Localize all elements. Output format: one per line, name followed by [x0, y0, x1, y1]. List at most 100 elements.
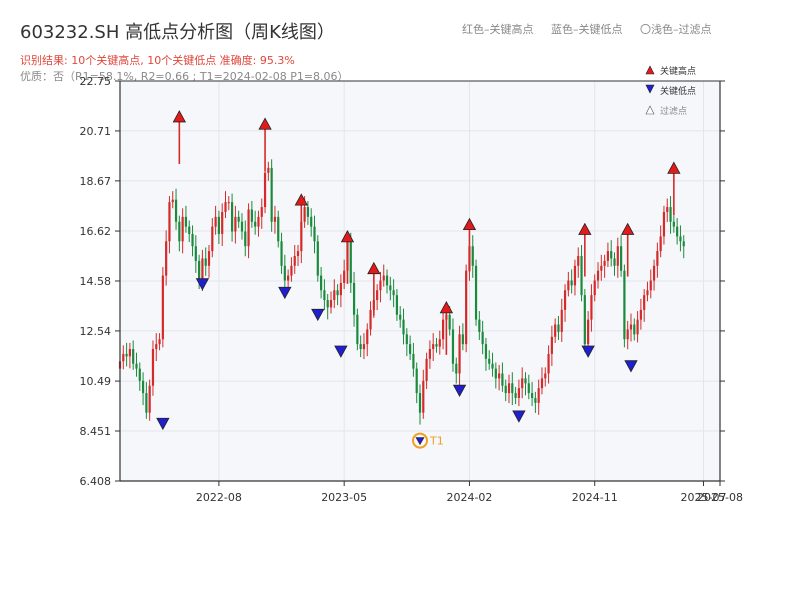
candle-body [646, 290, 649, 296]
candle-body [521, 378, 524, 389]
candle-body [458, 334, 461, 374]
candle-body [250, 209, 253, 222]
candle-body [333, 290, 336, 301]
candle-body [554, 324, 557, 337]
key-high-marker [340, 230, 355, 243]
key-low-marker [334, 345, 348, 358]
candle-body [230, 202, 234, 232]
candle-body [310, 216, 313, 227]
candle-body [524, 378, 527, 384]
candle-body [376, 290, 379, 301]
candle-body [441, 319, 445, 340]
candle-body [382, 275, 385, 281]
candle-body [550, 336, 553, 354]
candle-body [577, 256, 580, 266]
candle-body [682, 241, 685, 247]
key-high-marker [294, 193, 308, 206]
candle-body [583, 295, 586, 345]
candle-body [679, 236, 682, 242]
candle-body [409, 344, 412, 354]
candle-body [296, 251, 300, 257]
candle-body [676, 226, 679, 237]
candle-body [323, 290, 326, 301]
legend-filtered-label: 过滤点 [660, 105, 687, 117]
candle-body [240, 221, 244, 232]
candle-body [293, 256, 296, 266]
candle-body [471, 246, 474, 266]
candle-body [389, 285, 392, 291]
key-high-marker [667, 161, 681, 174]
candle-body [652, 265, 656, 281]
legend-low-label: 关键低点 [660, 85, 696, 97]
candle-body [412, 353, 415, 369]
candle-body [557, 324, 560, 332]
candle-body [590, 295, 593, 320]
key-high-marker [621, 222, 635, 235]
candle-body [352, 282, 356, 315]
candle-body [392, 290, 395, 296]
candle-body [672, 221, 675, 227]
candle-body [484, 344, 488, 359]
candle-body [319, 275, 323, 291]
candle-body [385, 275, 389, 286]
candle-body [155, 344, 158, 350]
legend-filtered-icon [645, 105, 655, 115]
candle-body [339, 282, 342, 296]
t1-label: T1 [429, 435, 444, 448]
color-legend: 红色–关键高点 蓝色–关键低点 〇浅色–过滤点 [462, 21, 726, 37]
key-high-marker [578, 222, 592, 235]
candle-body [234, 216, 237, 232]
candle-body [580, 256, 583, 296]
candle-body [132, 349, 135, 364]
candle-body [455, 363, 458, 374]
candle-body [639, 309, 642, 320]
legend-low-icon [645, 84, 655, 94]
candle-body [244, 231, 247, 247]
y-tick-label: 22.75 [80, 75, 112, 88]
candle-body [247, 209, 250, 247]
candle-body [643, 295, 646, 310]
candle-body [257, 216, 260, 227]
key-low-marker [581, 345, 595, 358]
candle-body [610, 251, 613, 259]
candle-body [530, 393, 534, 398]
candle-body [178, 221, 181, 242]
candle-body [649, 280, 652, 291]
candle-body [211, 226, 214, 252]
candle-body [287, 275, 290, 281]
candle-body [329, 300, 333, 308]
x-tick-label: 2022-08 [196, 491, 242, 504]
key-low-marker [624, 360, 638, 373]
candle-body [570, 280, 573, 286]
candle-body [474, 265, 478, 320]
candle-body [629, 324, 633, 330]
candle-body [273, 216, 277, 222]
candle-body [254, 221, 257, 227]
key-high-marker [367, 261, 381, 275]
candle-body [306, 207, 310, 217]
candle-body [626, 329, 629, 340]
candle-body [379, 280, 382, 291]
candle-body [221, 211, 224, 234]
candle-body [656, 251, 659, 266]
quality-summary: 优质：否（R1=58.1%, R2=0.66 ; T1=2024-02-08 P… [20, 70, 349, 83]
candle-body [141, 380, 145, 394]
y-tick-label: 14.58 [80, 275, 112, 288]
candle-body [263, 172, 267, 208]
candle-body [303, 207, 306, 222]
candle-body [623, 270, 626, 340]
axes: 6.408 8.451 10.49 12.54 14.58 16.62 18.67 20.71… [80, 75, 743, 504]
candle-body [237, 216, 240, 222]
legend-high-label: 关键高点 [660, 65, 696, 77]
candle-body [498, 373, 501, 379]
candle-body [194, 246, 197, 261]
candle-body [616, 246, 619, 266]
key-high-marker [172, 110, 187, 123]
candle-body [501, 373, 504, 386]
key-low-marker [156, 417, 170, 431]
x-tick-label: 2023-05 [321, 491, 367, 504]
candle-body [432, 344, 435, 350]
candle-body [362, 344, 366, 350]
